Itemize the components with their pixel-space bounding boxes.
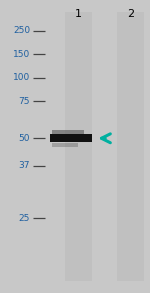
Text: 25: 25 — [19, 214, 30, 223]
Text: 37: 37 — [18, 161, 30, 170]
Bar — [52, 130, 84, 134]
Bar — [52, 143, 78, 146]
Bar — [50, 134, 92, 142]
Text: 100: 100 — [13, 73, 30, 82]
Bar — [64, 12, 92, 281]
Text: 75: 75 — [18, 97, 30, 105]
Text: 150: 150 — [13, 50, 30, 59]
Text: 1: 1 — [75, 9, 81, 19]
Text: 2: 2 — [127, 9, 134, 19]
Text: 50: 50 — [18, 134, 30, 143]
Text: 250: 250 — [13, 26, 30, 35]
Bar — [117, 12, 144, 281]
